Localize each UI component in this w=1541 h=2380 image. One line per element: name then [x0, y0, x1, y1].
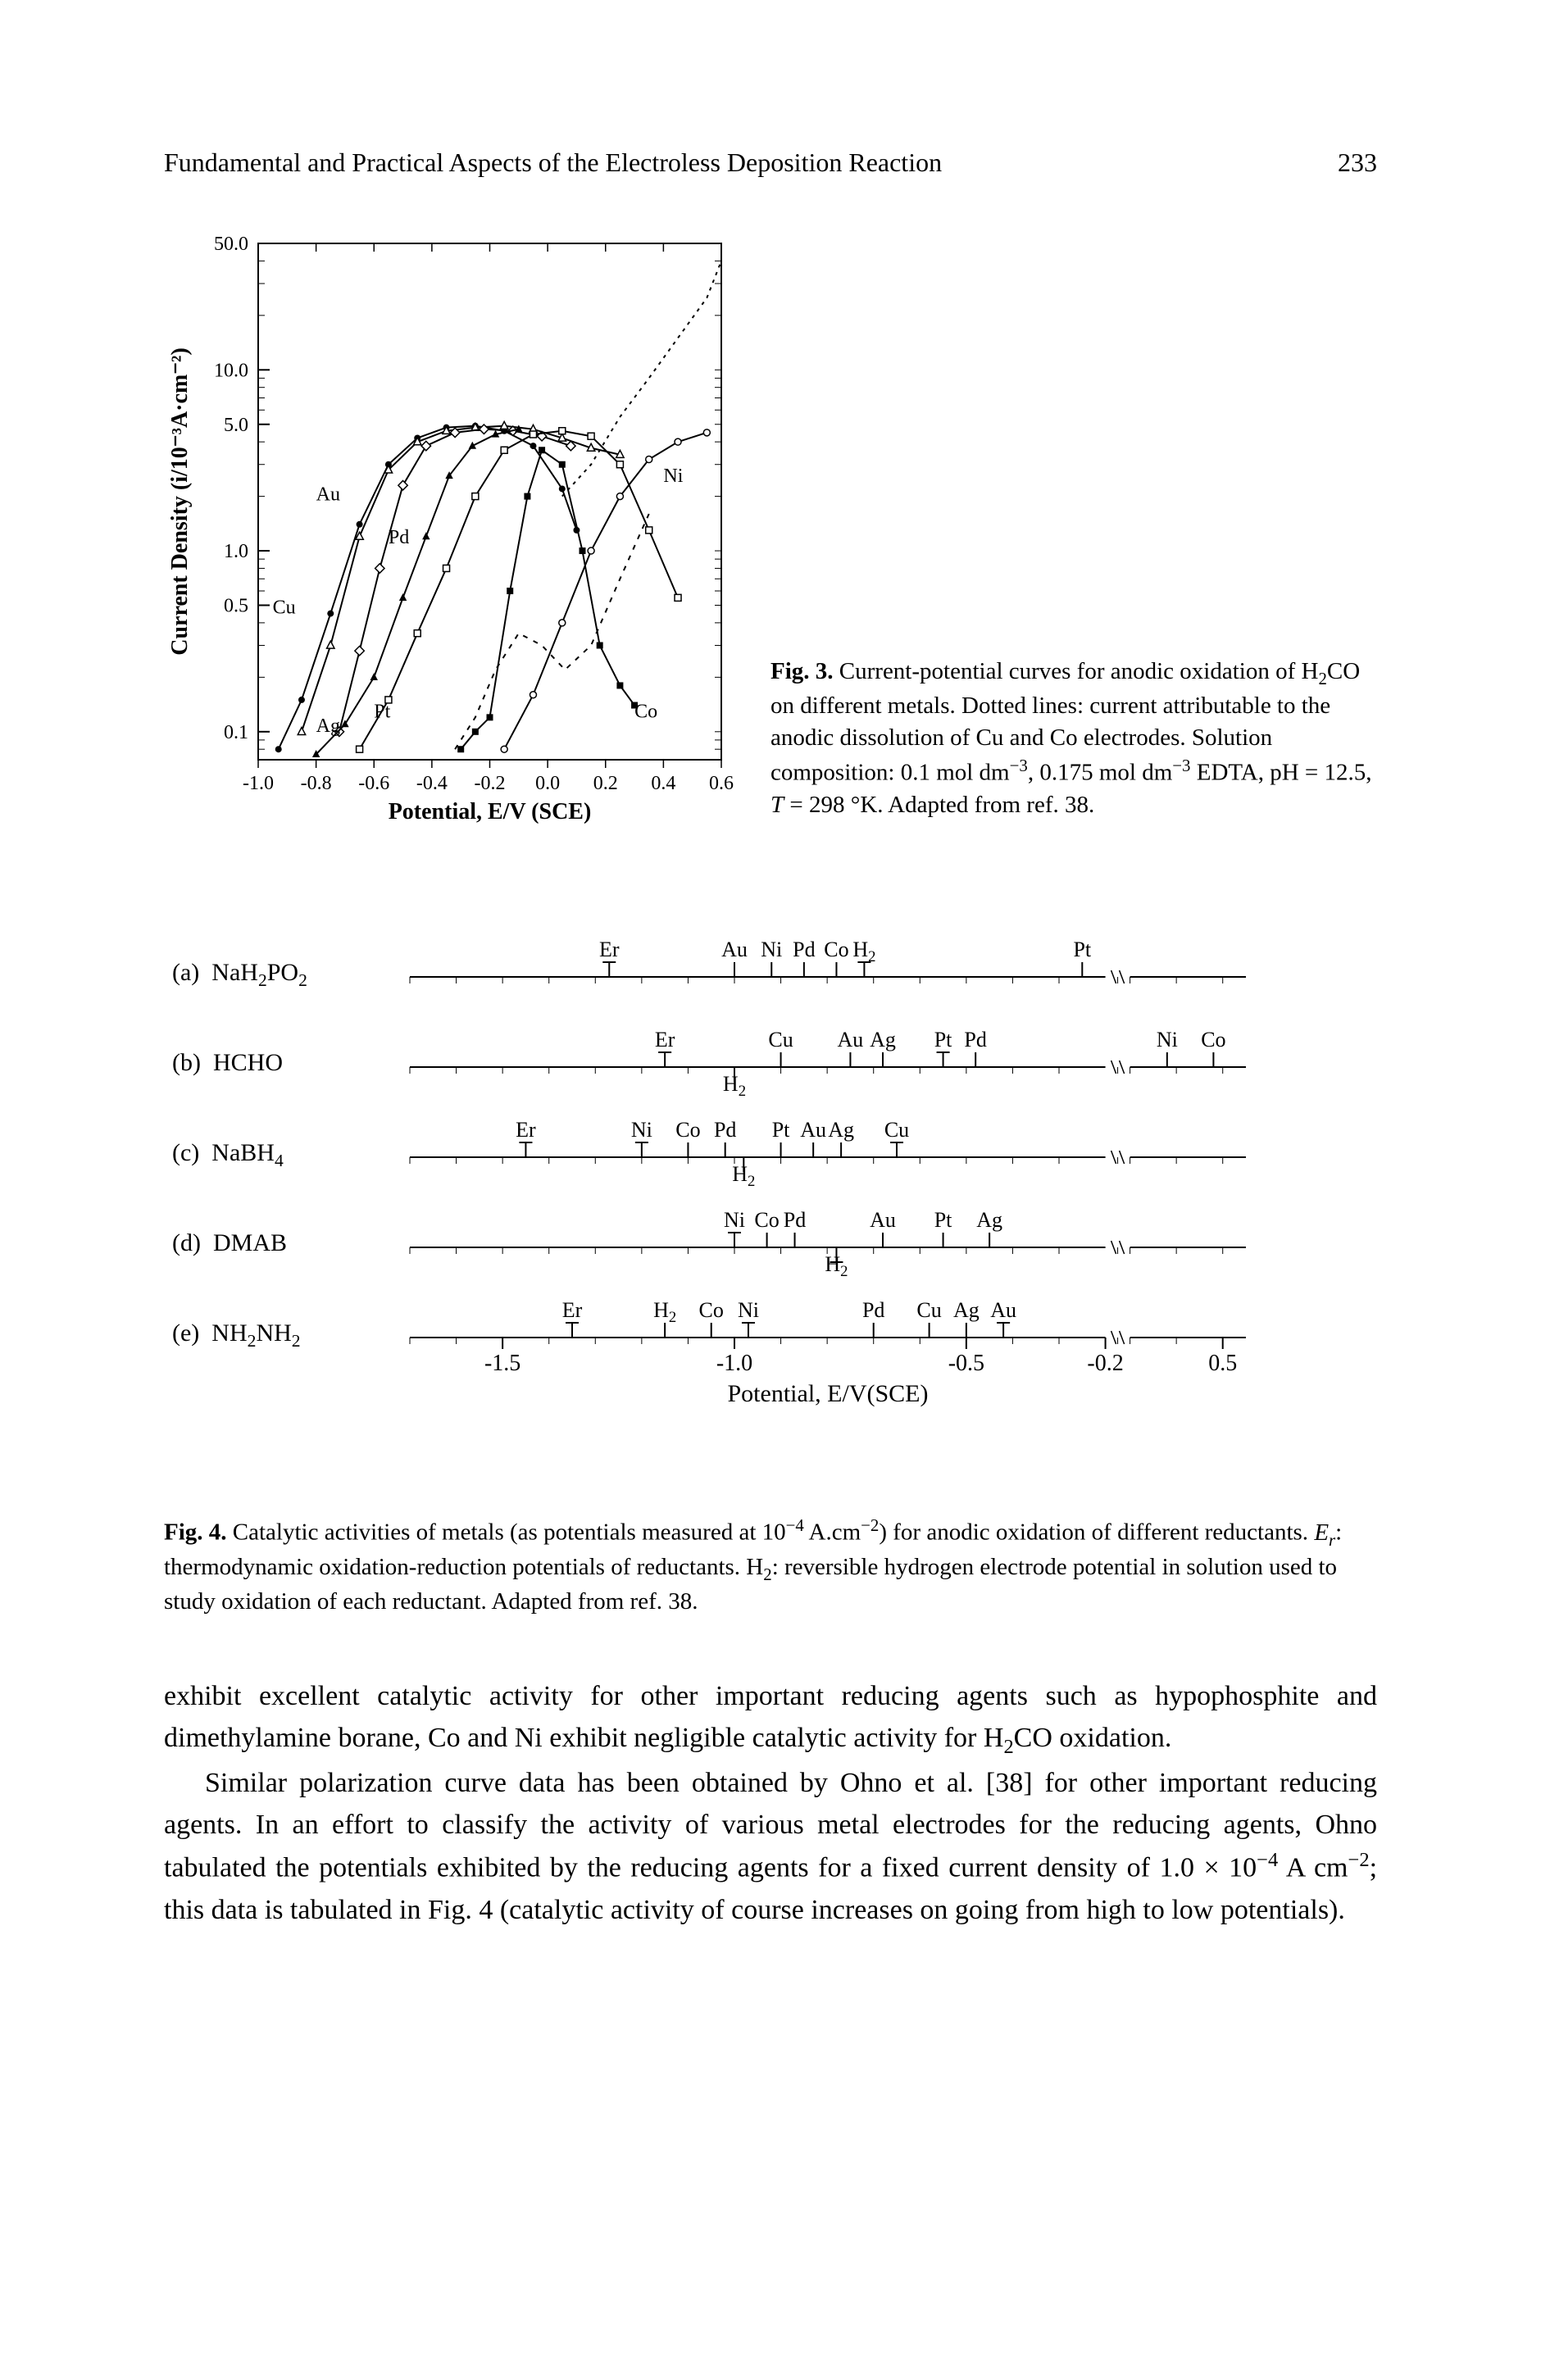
svg-text:-0.8: -0.8	[301, 773, 332, 794]
figure-4: (a) NaH2PO2ErAuNiPdCoH2Pt(b) HCHOErH2CuA…	[164, 903, 1377, 1618]
figure-3-chart: -1.0 -0.8 -0.6 -0.4 -0.2 0.0 0.2 0.4 0.6 Potentia…	[164, 227, 738, 838]
svg-text:Cu: Cu	[273, 597, 296, 619]
svg-text:-0.5: -0.5	[948, 1351, 984, 1376]
svg-text:Potential, E/V(SCE): Potential, E/V(SCE)	[728, 1380, 929, 1407]
fig4-svg: (a) NaH2PO2ErAuNiPdCoH2Pt(b) HCHOErH2CuA…	[164, 903, 1271, 1493]
svg-text:-1.0: -1.0	[243, 773, 274, 794]
page: Fundamental and Practical Aspects of the…	[0, 0, 1541, 2380]
svg-text:-0.4: -0.4	[416, 773, 448, 794]
fig3-svg: -1.0 -0.8 -0.6 -0.4 -0.2 0.0 0.2 0.4 0.6 Potentia…	[164, 227, 738, 833]
svg-text:0.6: 0.6	[709, 773, 734, 794]
svg-text:0.1: 0.1	[224, 722, 248, 743]
svg-text:-0.2: -0.2	[475, 773, 506, 794]
svg-text:-0.2: -0.2	[1087, 1351, 1123, 1376]
figure-4-caption: Fig. 4. Catalytic activities of metals (…	[164, 1514, 1377, 1618]
svg-text:Au: Au	[316, 484, 340, 506]
svg-text:50.0: 50.0	[214, 234, 248, 255]
svg-text:Co: Co	[634, 701, 657, 722]
svg-text:-0.6: -0.6	[358, 773, 389, 794]
running-head: Fundamental and Practical Aspects of the…	[164, 148, 1377, 178]
svg-text:Ni: Ni	[663, 466, 683, 487]
figure-3-caption: Fig. 3. Current-potential curves for ano…	[770, 656, 1377, 838]
svg-text:Ag: Ag	[316, 715, 340, 737]
svg-text:-1.5: -1.5	[484, 1351, 520, 1376]
body-para-2: Similar polarization curve data has been…	[164, 1762, 1377, 1930]
svg-text:1.0: 1.0	[224, 541, 248, 562]
body-para-1: exhibit excellent catalytic activity for…	[164, 1675, 1377, 1763]
figure-3-row: -1.0 -0.8 -0.6 -0.4 -0.2 0.0 0.2 0.4 0.6 Potentia…	[164, 227, 1377, 838]
svg-text:-1.0: -1.0	[716, 1351, 752, 1376]
svg-text:0.5: 0.5	[224, 596, 248, 617]
svg-text:Potential, E/V (SCE): Potential, E/V (SCE)	[389, 799, 592, 824]
svg-text:0.4: 0.4	[651, 773, 675, 794]
svg-text:0.2: 0.2	[593, 773, 618, 794]
svg-text:Current Density (i/10⁻³A·cm⁻²): Current Density (i/10⁻³A·cm⁻²)	[167, 347, 193, 656]
svg-text:10.0: 10.0	[214, 360, 248, 381]
svg-text:0.0: 0.0	[535, 773, 560, 794]
page-number: 233	[1338, 148, 1377, 178]
running-title: Fundamental and Practical Aspects of the…	[164, 148, 942, 178]
svg-text:Pt: Pt	[374, 701, 390, 722]
svg-text:5.0: 5.0	[224, 415, 248, 436]
svg-text:0.5: 0.5	[1208, 1351, 1237, 1376]
body-text: exhibit excellent catalytic activity for…	[164, 1675, 1377, 1931]
svg-text:Pd: Pd	[389, 527, 409, 548]
